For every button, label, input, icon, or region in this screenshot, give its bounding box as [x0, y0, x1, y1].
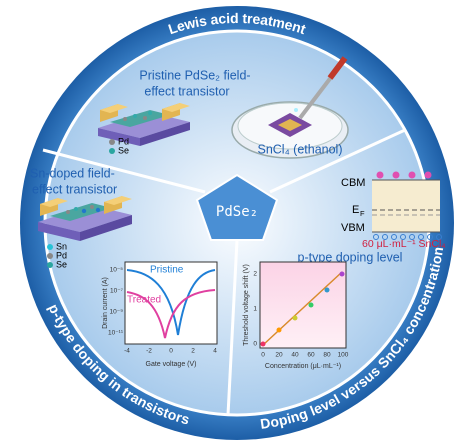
legend-label: Se — [118, 145, 129, 155]
device-illustration — [98, 103, 190, 146]
dose-label: 60 μL·mL⁻¹ SnCl₄ — [362, 238, 446, 250]
device-title: effect transistor — [32, 182, 117, 196]
x-tick-label: 0 — [169, 348, 173, 355]
center-label: PdSe₂ — [216, 204, 258, 220]
solution-label: SnCl₄ (ethanol) — [257, 142, 342, 156]
legend-dot — [47, 244, 53, 250]
band-label: E — [352, 204, 359, 216]
x-tick-label: 100 — [338, 352, 349, 359]
band-label-subscript: F — [360, 209, 365, 218]
y-tick-label: 10⁻⁷ — [110, 288, 124, 295]
legend-dot — [47, 253, 53, 259]
y-tick-label: 10⁻¹¹ — [108, 330, 124, 337]
legend-label: Pd — [118, 136, 129, 146]
x-tick-label: 20 — [275, 352, 283, 359]
y-tick-label: 10⁻⁹ — [110, 309, 124, 316]
series-label: Treated — [127, 295, 161, 306]
legend-label: Sn — [56, 241, 67, 251]
legend-label: Se — [56, 259, 67, 269]
y-tick-label: 10⁻⁵ — [110, 267, 124, 274]
device-illustration — [38, 196, 132, 241]
center-pentagon — [195, 173, 279, 241]
device-title: effect transistor — [144, 84, 229, 98]
x-tick-label: 40 — [291, 352, 299, 359]
electron-row — [373, 234, 442, 240]
y-tick-label: 0 — [253, 341, 257, 348]
treated-curve — [126, 289, 216, 339]
x-tick-label: 2 — [191, 348, 195, 355]
x-tick-label: 4 — [213, 348, 217, 355]
petri-dish — [231, 56, 349, 159]
y-tick-label: 2 — [253, 271, 257, 278]
data-points — [260, 271, 345, 347]
x-tick-label: -4 — [124, 348, 130, 355]
pristine-curve — [126, 269, 216, 336]
band-label: VBM — [341, 222, 365, 234]
legend-dot — [109, 139, 115, 145]
band-caption: p-type doping level — [298, 250, 403, 264]
x-axis-label: Concentration (μL·mL⁻¹) — [265, 363, 341, 370]
legend-label: Pd — [56, 250, 67, 260]
band-gap — [372, 180, 440, 232]
dividers — [42, 128, 406, 416]
x-tick-label: 0 — [261, 352, 265, 359]
y-tick-label: 1 — [253, 306, 257, 313]
fit-line — [262, 271, 343, 346]
y-axis-label: Drain current (A) — [102, 277, 109, 329]
legend-dot — [47, 262, 53, 268]
x-tick-label: 80 — [323, 352, 331, 359]
band-label: CBM — [341, 177, 365, 189]
device-title: Sn-doped field- — [30, 166, 115, 180]
device-title: Pristine PdSe₂ field- — [139, 68, 250, 82]
series-label: Pristine — [150, 265, 184, 276]
holes-row — [376, 171, 432, 179]
legend-dot — [109, 148, 115, 154]
x-tick-label: 60 — [307, 352, 315, 359]
x-axis-label: Gate voltage (V) — [146, 361, 197, 368]
x-tick-label: -2 — [146, 348, 152, 355]
y-axis-label: Threshold voltage shift (V) — [243, 264, 250, 346]
